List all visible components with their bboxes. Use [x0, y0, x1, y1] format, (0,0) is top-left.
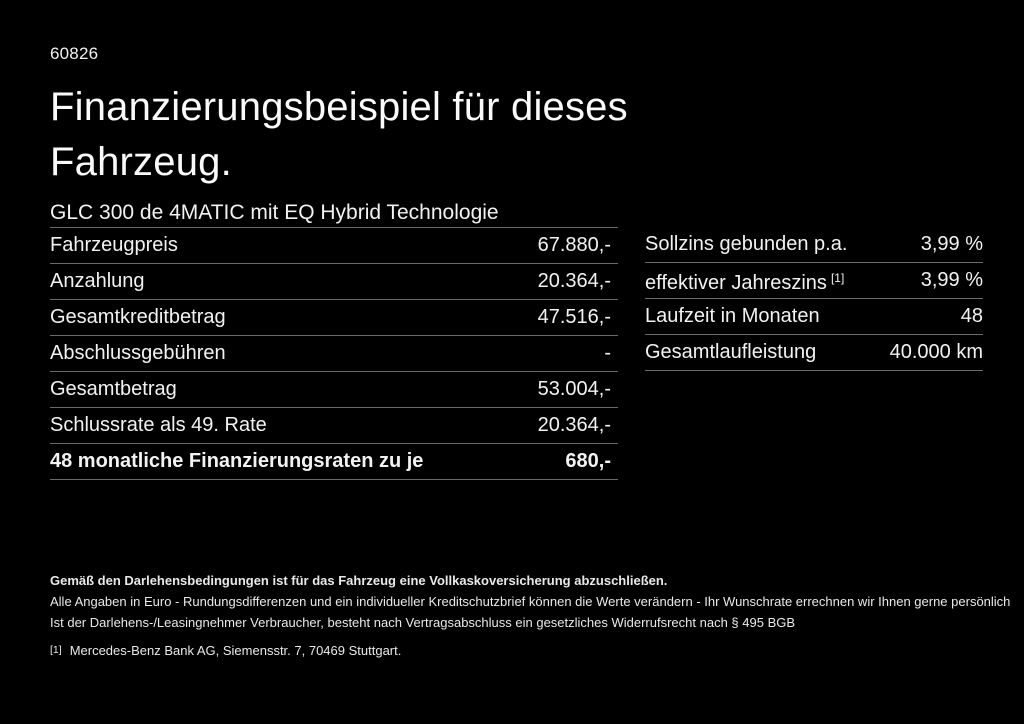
row-value: 3,99 %	[920, 269, 983, 291]
table-row-anzahlung: Anzahlung 20.364,-	[50, 264, 618, 300]
row-value: 48	[960, 305, 983, 327]
page-title: Finanzierungsbeispiel für dieses Fahrzeu…	[50, 85, 628, 184]
row-label: Gesamtkreditbetrag	[50, 306, 226, 328]
row-value: 20.364,-	[537, 270, 611, 292]
row-label: Abschlussgebühren	[50, 342, 226, 364]
table-row-sollzins: Sollzins gebunden p.a. 3,99 %	[645, 227, 983, 263]
table-row-gesamtlaufleistung: Gesamtlaufleistung 40.000 km	[645, 335, 983, 371]
row-label: effektiver Jahreszins [1]	[645, 261, 844, 301]
row-label: Laufzeit in Monaten	[645, 305, 820, 327]
row-label: Gesamtlaufleistung	[645, 341, 817, 363]
vehicle-model-subtitle: GLC 300 de 4MATIC mit EQ Hybrid Technolo…	[50, 201, 499, 224]
row-value: 47.516,-	[537, 306, 611, 328]
row-label: 48 monatliche Finanzierungsraten zu je	[50, 450, 424, 472]
table-row-monatsrate: 48 monatliche Finanzierungsraten zu je 6…	[50, 444, 618, 480]
disclaimer-line-widerrufsrecht: Ist der Darlehens-/Leasingnehmer Verbrau…	[50, 615, 796, 630]
footnote-text: Mercedes-Benz Bank AG, Siemensstr. 7, 70…	[69, 643, 402, 658]
row-value: 40.000 km	[889, 341, 983, 363]
table-row-gesamtbetrag: Gesamtbetrag 53.004,-	[50, 372, 618, 408]
row-label: Sollzins gebunden p.a.	[645, 233, 848, 255]
disclaimer-line-euro: Alle Angaben in Euro - Rundungsdifferenz…	[50, 594, 1011, 609]
row-label: Fahrzeugpreis	[50, 234, 178, 256]
row-value: 3,99 %	[920, 233, 983, 255]
row-label: Schlussrate als 49. Rate	[50, 414, 267, 436]
table-row-schlussrate: Schlussrate als 49. Rate 20.364,-	[50, 408, 618, 444]
row-label: Anzahlung	[50, 270, 145, 292]
finance-amounts-table: Fahrzeugpreis 67.880,- Anzahlung 20.364,…	[50, 227, 618, 480]
finance-conditions-table: Sollzins gebunden p.a. 3,99 % effektiver…	[645, 227, 983, 371]
row-value: 680,-	[565, 450, 611, 472]
insurance-requirement-note: Gemäß den Darlehensbedingungen ist für d…	[50, 573, 668, 588]
row-label-text: effektiver Jahreszins	[645, 271, 827, 294]
legal-footer: Gemäß den Darlehensbedingungen ist für d…	[50, 570, 1011, 661]
financing-tables: Fahrzeugpreis 67.880,- Anzahlung 20.364,…	[50, 227, 983, 480]
footnote-marker: [1]	[50, 644, 62, 656]
footnote: [1] Mercedes-Benz Bank AG, Siemensstr. 7,…	[50, 640, 983, 661]
row-value: 20.364,-	[537, 414, 611, 436]
row-label: Gesamtbetrag	[50, 378, 177, 400]
table-row-abschlussgebuehren: Abschlussgebühren -	[50, 336, 618, 372]
row-value: 53.004,-	[537, 378, 611, 400]
table-row-gesamtkreditbetrag: Gesamtkreditbetrag 47.516,-	[50, 300, 618, 336]
footnote-reference: [1]	[830, 270, 845, 285]
document-number: 60826	[50, 44, 99, 63]
table-row-laufzeit: Laufzeit in Monaten 48	[645, 299, 983, 335]
table-row-fahrzeugpreis: Fahrzeugpreis 67.880,-	[50, 228, 618, 264]
table-row-effektiver-jahreszins: effektiver Jahreszins [1] 3,99 %	[645, 263, 983, 299]
row-value: -	[604, 342, 611, 364]
row-value: 67.880,-	[537, 234, 611, 256]
